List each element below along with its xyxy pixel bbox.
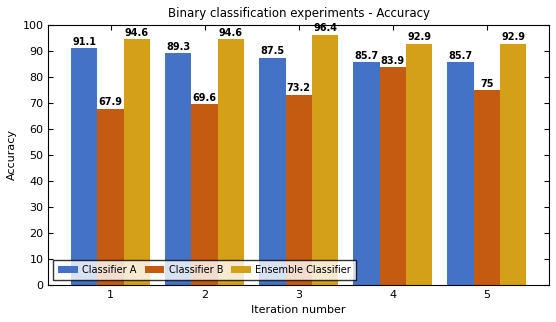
Text: 75: 75 [480, 79, 494, 89]
Legend: Classifier A, Classifier B, Ensemble Classifier: Classifier A, Classifier B, Ensemble Cla… [53, 260, 356, 280]
Text: 91.1: 91.1 [72, 37, 96, 47]
Bar [259, 58, 286, 285]
Text: 73.2: 73.2 [287, 83, 311, 93]
Bar [165, 53, 191, 285]
Bar [447, 62, 474, 285]
Bar [380, 67, 406, 285]
Text: 87.5: 87.5 [260, 46, 285, 56]
Text: 85.7: 85.7 [354, 51, 379, 61]
Text: 85.7: 85.7 [448, 51, 473, 61]
Text: 67.9: 67.9 [98, 97, 123, 107]
Bar [312, 34, 338, 285]
Text: 92.9: 92.9 [407, 33, 431, 43]
Text: 94.6: 94.6 [219, 28, 243, 38]
Bar [124, 39, 150, 285]
Bar [474, 90, 500, 285]
Text: 69.6: 69.6 [193, 93, 217, 103]
Text: 92.9: 92.9 [501, 33, 525, 43]
Bar [71, 48, 97, 285]
Bar [286, 95, 312, 285]
Text: 89.3: 89.3 [166, 42, 190, 52]
Bar [97, 109, 124, 285]
X-axis label: Iteration number: Iteration number [251, 305, 346, 315]
Y-axis label: Accuracy: Accuracy [7, 129, 17, 180]
Title: Binary classification experiments - Accuracy: Binary classification experiments - Accu… [168, 7, 430, 20]
Bar [406, 44, 432, 285]
Text: 94.6: 94.6 [125, 28, 149, 38]
Bar [500, 44, 527, 285]
Text: 96.4: 96.4 [313, 23, 337, 33]
Bar [191, 104, 218, 285]
Bar [353, 62, 380, 285]
Bar [218, 39, 244, 285]
Text: 83.9: 83.9 [381, 56, 405, 66]
